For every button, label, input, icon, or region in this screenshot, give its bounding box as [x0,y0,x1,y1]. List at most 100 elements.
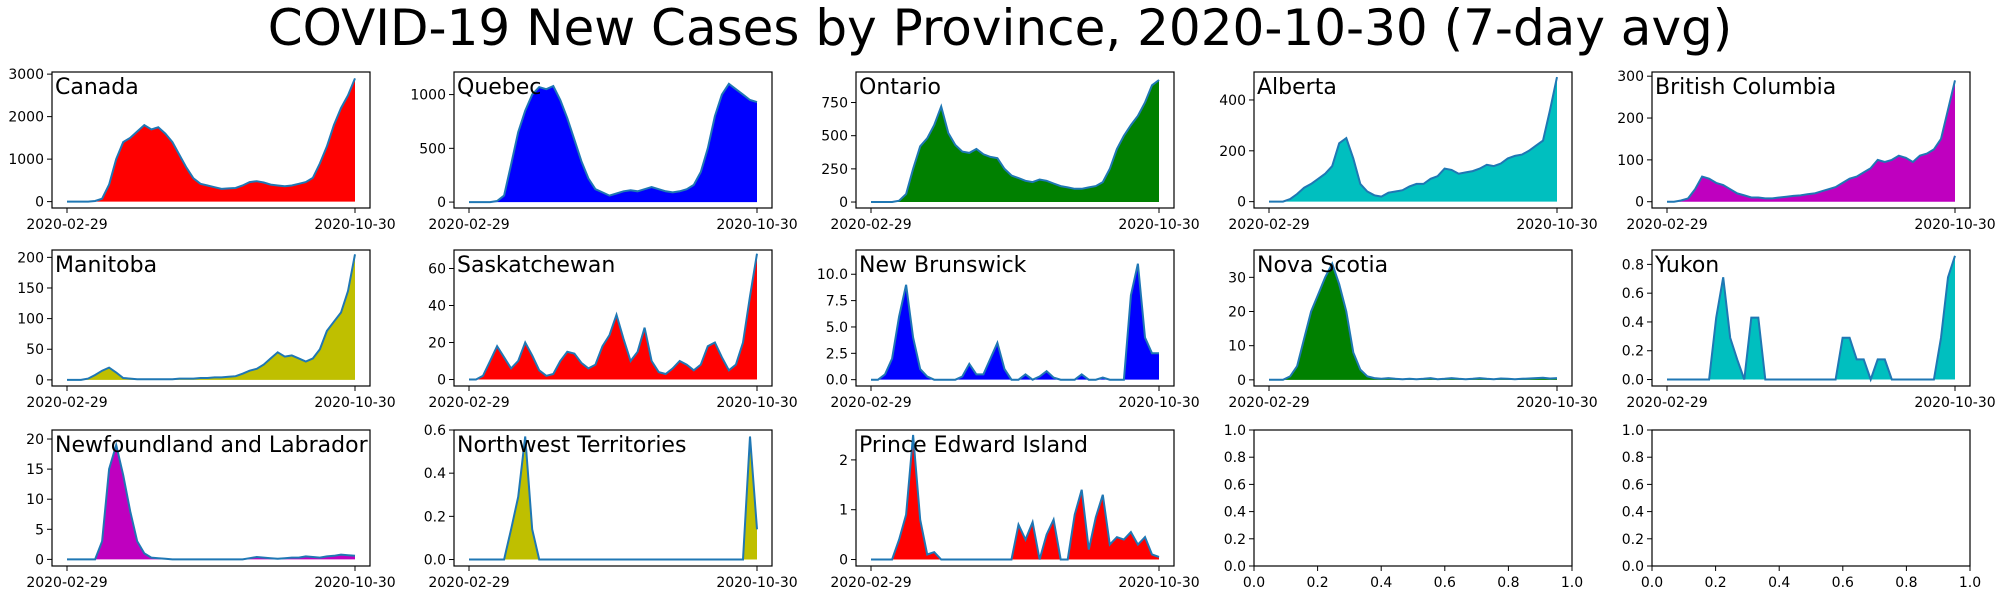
y-tick-label: 0.6 [1224,477,1246,493]
y-tick-label: 0 [839,553,848,569]
panel-title: Saskatchewan [457,253,615,278]
area-fill [469,253,757,380]
y-tick-label: 50 [26,342,44,358]
y-tick-label: 20 [26,432,44,448]
x-tick-label: 0.2 [1306,575,1328,591]
x-tick-label: 2020-10-30 [1516,217,1597,233]
y-tick-label: 3000 [8,67,44,83]
area-fill [67,254,355,380]
series-line [1269,261,1558,381]
panel-nova-scotia: 0 10 20 30 2020-02-29 2020-10-30 Nova Scotia [1228,249,1598,411]
x-tick-label: 2020-10-30 [1516,395,1597,411]
x-tick-label: 1.0 [1561,575,1583,591]
area-fill [871,80,1159,203]
y-tick-label: 5.0 [826,320,848,336]
x-tick-label: 2020-10-30 [314,575,395,591]
y-tick-label: 0.6 [1622,477,1644,493]
area-fill [1269,263,1557,380]
y-tick-label: 0 [1237,195,1246,211]
x-tick-label: 2020-10-30 [716,575,797,591]
x-tick-label: 0.8 [1895,575,1917,591]
figure-title: COVID-19 New Cases by Province, 2020-10-… [267,0,1733,57]
area-fill [871,435,1159,560]
y-tick-label: 500 [419,141,446,157]
y-tick-label: 400 [1219,93,1246,109]
series-line [469,253,758,381]
y-tick-label: 0.4 [1622,505,1644,521]
panel-title: Yukon [1654,253,1719,278]
area-fill [469,83,757,203]
y-tick-label: 60 [428,262,446,278]
panel-title: Canada [55,75,139,100]
y-tick-label: 0 [1237,373,1246,389]
y-tick-label: 0.2 [424,509,446,525]
panel-ontario: 0 250 500 750 2020-02-29 2020-10-30 Ontario [821,71,1200,233]
axes-frame [1651,71,1971,209]
y-tick-label: 5 [35,522,44,538]
area-fill [1667,255,1955,380]
series-line [67,254,356,381]
x-tick-label: 2020-02-29 [428,217,509,233]
y-tick-label: 0.4 [1622,315,1644,331]
y-tick-label: 10 [1228,339,1246,355]
y-tick-label: 0.8 [1622,450,1644,466]
y-tick-label: 0.0 [1622,373,1644,389]
axes-frame [1253,249,1573,387]
axes-frame [453,429,773,567]
x-tick-label: 2020-10-30 [314,217,395,233]
y-tick-label: 150 [17,281,44,297]
y-tick-label: 2.5 [826,346,848,362]
x-tick-label: 2020-10-30 [1118,217,1199,233]
y-tick-label: 0.4 [424,466,446,482]
x-tick-label: 2020-02-29 [1626,217,1707,233]
y-tick-label: 15 [26,462,44,478]
panel-quebec: 0 500 1000 2020-02-29 2020-10-30 Quebec [410,71,798,233]
x-tick-label: 2020-10-30 [1118,395,1199,411]
series-line [67,441,356,561]
y-tick-label: 0 [839,195,848,211]
series-line [1667,255,1956,383]
panel-manitoba: 0 50 100 150 200 2020-02-29 2020-10-30 Manitoba [17,249,396,411]
x-tick-label: 0.8 [1497,575,1519,591]
x-tick-label: 2020-02-29 [830,575,911,591]
y-tick-label: 200 [1617,111,1644,127]
x-tick-label: 2020-02-29 [830,395,911,411]
y-tick-label: 0.2 [1224,532,1246,548]
y-tick-label: 0 [35,552,44,568]
axes-frame [1651,429,1971,567]
panel-alberta: 0 200 400 2020-02-29 2020-10-30 Alberta [1219,71,1598,233]
panel-title: Ontario [859,75,941,100]
y-tick-label: 0 [1635,195,1644,211]
x-tick-label: 0.4 [1370,575,1392,591]
y-tick-label: 1000 [8,152,44,168]
x-tick-label: 2020-02-29 [830,217,911,233]
area-fill [469,436,757,560]
panel-prince-edward-island: 0 1 2 2020-02-29 2020-10-30 Prince Edward Isl… [830,429,1200,591]
y-tick-label: 10.0 [817,267,848,283]
panel-title: New Brunswick [859,253,1027,278]
y-tick-label: 0 [35,373,44,389]
y-tick-label: 750 [821,96,848,112]
y-tick-label: 10 [26,492,44,508]
y-tick-label: 0.2 [1622,344,1644,360]
panel-title: Newfoundland and Labrador [55,433,369,458]
series-line [469,82,758,204]
axes-frame [855,249,1175,387]
y-tick-label: 0.0 [1622,559,1644,575]
x-tick-label: 0.0 [1641,575,1663,591]
series-line [469,436,758,561]
panel-saskatchewan: 0 20 40 60 2020-02-29 2020-10-30 Saskatchewan [428,249,798,411]
x-tick-label: 2020-10-30 [1914,395,1995,411]
series-line [67,78,356,203]
x-tick-label: 0.0 [1243,575,1265,591]
x-tick-label: 0.6 [1434,575,1456,591]
axes-frame [453,71,773,209]
panel-title: Nova Scotia [1257,253,1388,278]
y-tick-label: 2 [839,453,848,469]
axes-frame [51,71,371,209]
panel-title: Quebec [457,75,541,100]
panel-title: Manitoba [55,253,157,278]
area-fill [67,78,355,202]
x-tick-label: 2020-02-29 [428,395,509,411]
